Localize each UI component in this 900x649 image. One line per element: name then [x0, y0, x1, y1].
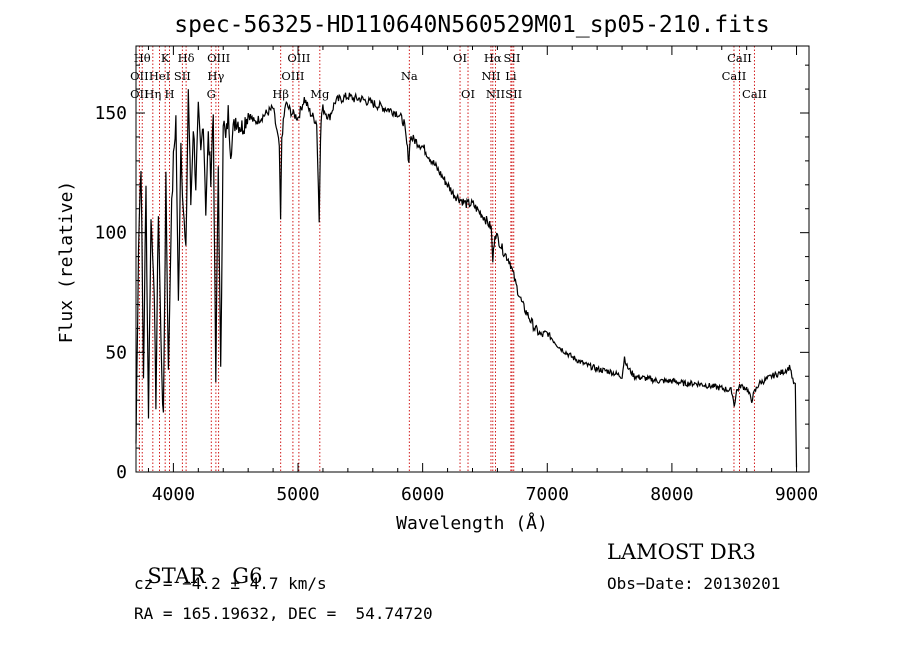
y-tick-label: 0	[116, 462, 127, 483]
x-tick-label: 4000	[152, 484, 195, 505]
x-tick-label: 8000	[650, 484, 693, 505]
line-label: OIII	[287, 51, 310, 65]
line-label: OIII	[281, 69, 304, 83]
line-label: SII	[174, 69, 191, 83]
line-label: Hη	[144, 87, 161, 101]
object-class: STAR G6	[134, 540, 262, 588]
x-tick-label: 5000	[276, 484, 319, 505]
line-label: Hα	[484, 51, 502, 65]
line-label: OIII	[207, 51, 230, 65]
spectrum-line	[135, 89, 798, 468]
line-label: OI	[461, 87, 475, 101]
survey-label: LAMOST DR3	[607, 540, 756, 564]
line-label: OI	[453, 51, 467, 65]
y-tick-label: 50	[105, 342, 127, 363]
line-label: HeI	[149, 69, 170, 83]
x-axis: 4000 5000 6000 7000 8000 9000	[147, 46, 818, 505]
line-label: OII	[130, 87, 149, 101]
line-label: Mg	[310, 87, 330, 101]
line-label: G	[207, 87, 216, 101]
line-label: SII	[505, 87, 522, 101]
line-label: Hβ	[272, 87, 289, 101]
line-label: NII	[481, 69, 500, 83]
x-axis-label: Wavelength (Å)	[396, 512, 548, 534]
x-tick-label: 9000	[775, 484, 818, 505]
spectral-line-markers	[138, 46, 755, 472]
line-label: NII	[486, 87, 505, 101]
line-label: CaII	[727, 51, 752, 65]
line-label: CaII	[722, 69, 747, 83]
redshift-readout: cz = −4.2 ± 4.7 km/s	[134, 574, 327, 593]
line-label: Li	[505, 69, 517, 83]
subclass-label: G6	[232, 564, 263, 588]
plot-frame	[135, 45, 810, 473]
line-label: OII	[130, 69, 149, 83]
coordinates: RA = 165.19632, DEC = 54.74720	[134, 604, 433, 623]
y-tick-label: 150	[94, 103, 127, 124]
class-label: STAR	[147, 564, 206, 588]
line-label: CaII	[742, 87, 767, 101]
line-label: SII	[504, 51, 521, 65]
line-label: Na	[401, 69, 418, 83]
x-tick-label: 6000	[401, 484, 444, 505]
line-label: H	[165, 87, 175, 101]
obs-date: Obs−Date: 20130201	[607, 574, 781, 593]
line-label: Hθ	[134, 51, 151, 65]
y-tick-label: 100	[94, 223, 127, 244]
y-axis-label: Flux (relative)	[56, 181, 77, 344]
line-label: Hγ	[207, 69, 224, 83]
y-axis: 0 50 100 150	[94, 64, 809, 483]
chart-title: spec-56325-HD110640N560529M01_sp05-210.f…	[174, 12, 769, 38]
x-tick-label: 7000	[526, 484, 569, 505]
line-label: Hδ	[178, 51, 195, 65]
line-label: K	[161, 51, 170, 65]
